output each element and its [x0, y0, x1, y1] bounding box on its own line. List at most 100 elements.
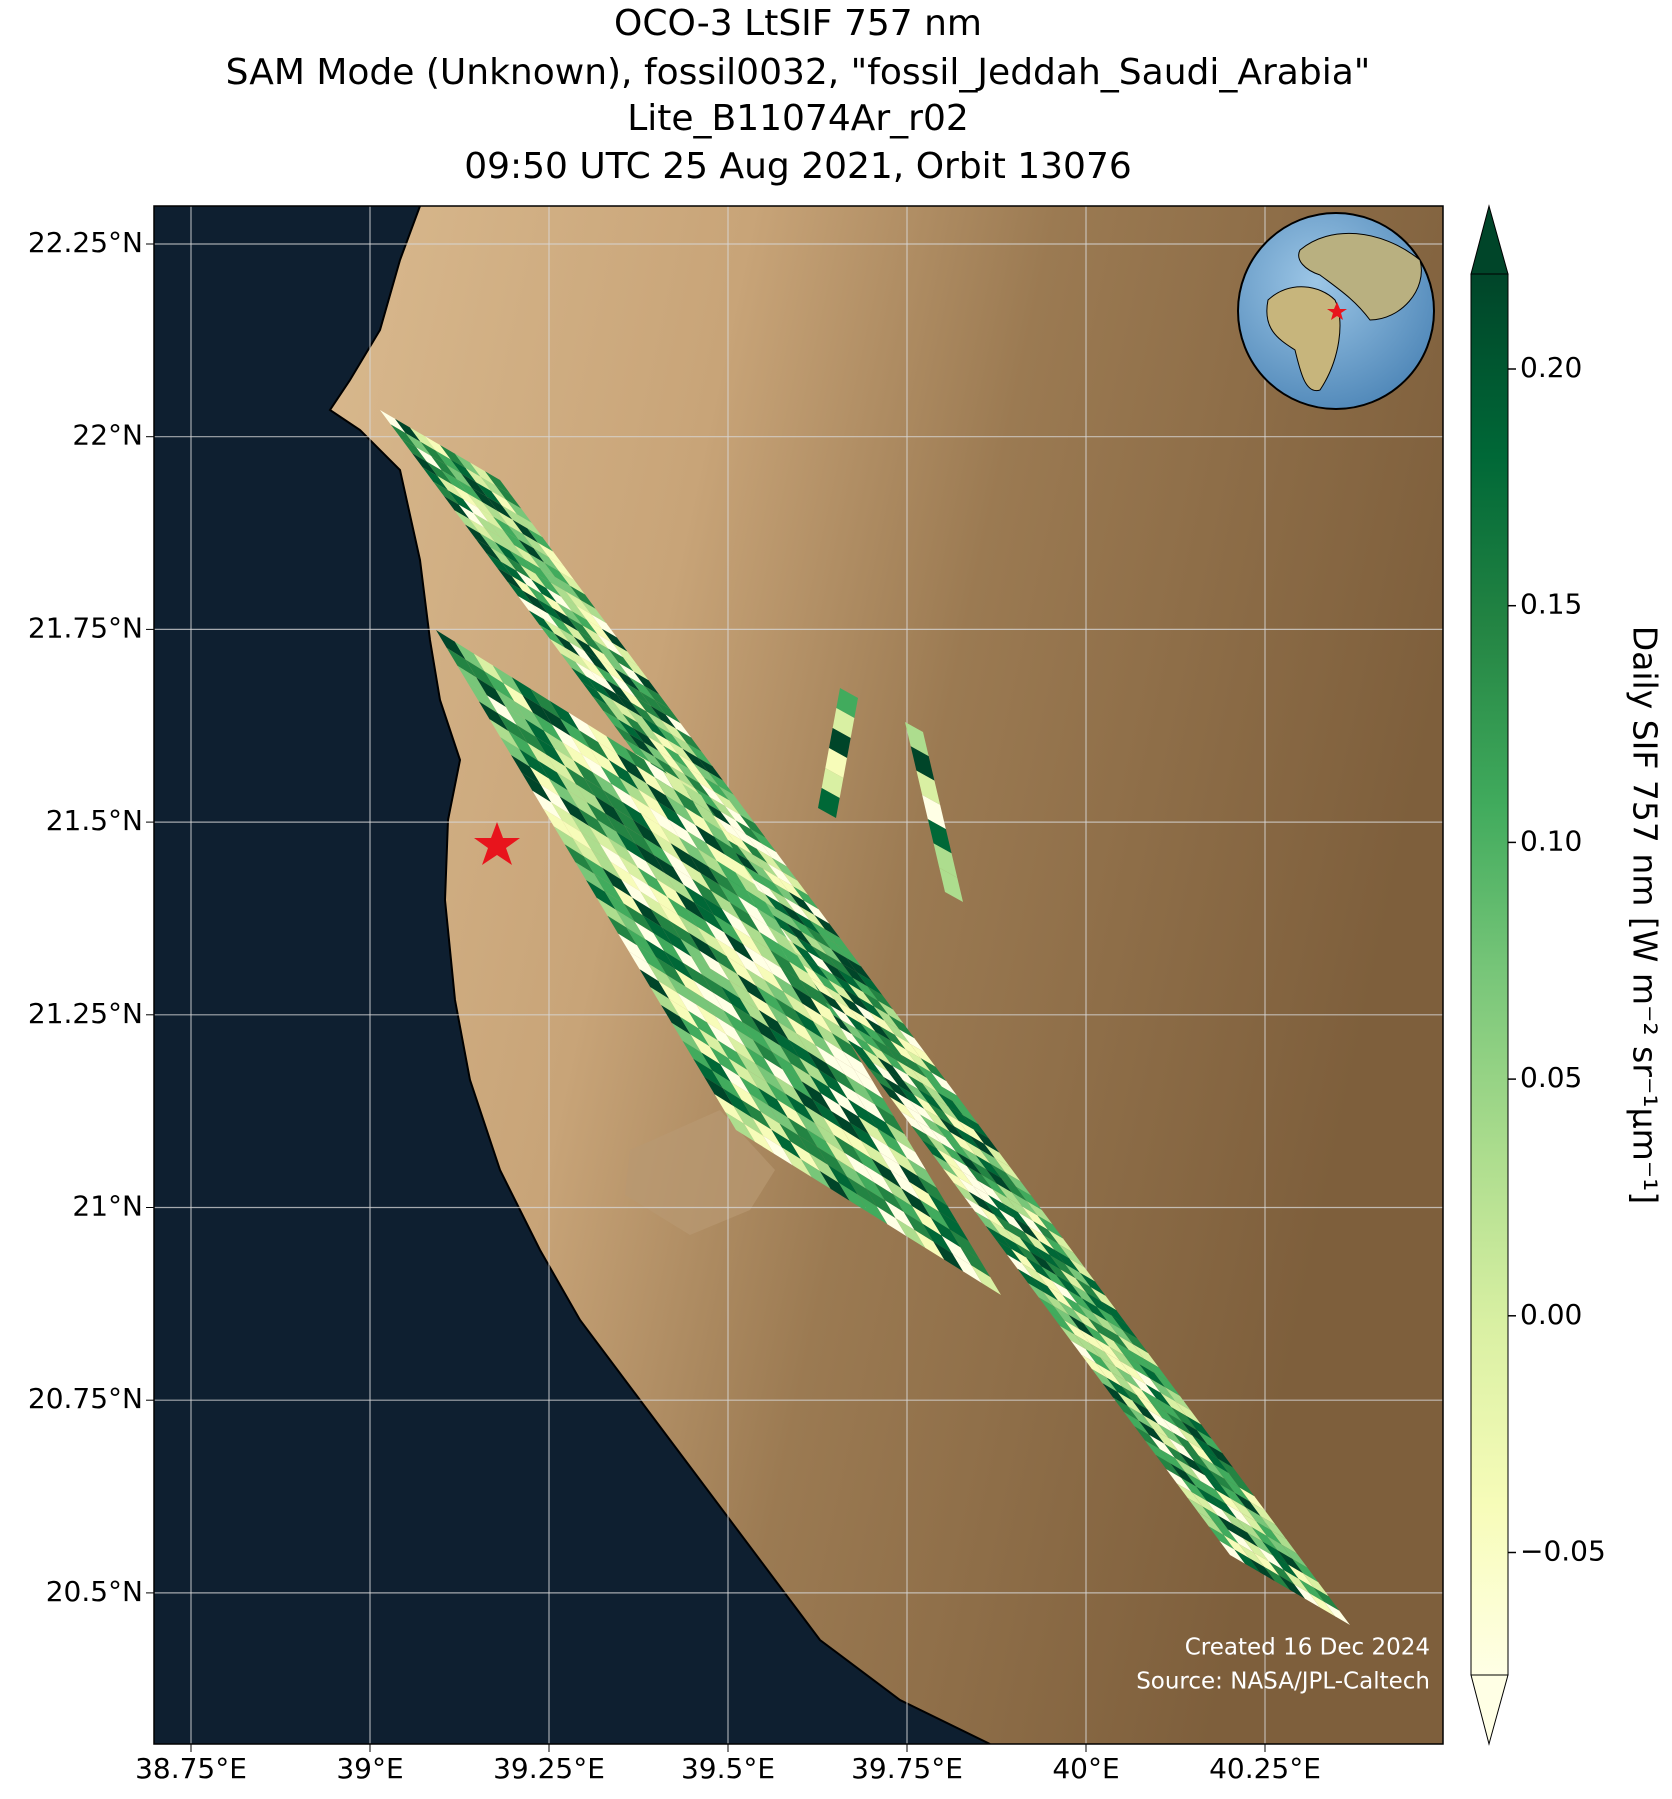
swath-cell [490, 547, 517, 571]
swath-cell [761, 843, 787, 867]
swath-cell [665, 714, 692, 738]
swath-cell [1196, 1430, 1223, 1454]
swath-cell [1056, 1275, 1082, 1299]
swath-cell [1258, 1547, 1284, 1571]
swath-cell [1064, 1320, 1090, 1344]
swath-cell [939, 1211, 969, 1242]
swath-cell [1113, 1397, 1139, 1421]
swath-cell [866, 1042, 893, 1066]
swath-cell [1220, 1484, 1246, 1508]
swath-cell [1186, 1415, 1212, 1439]
swath-cell [635, 843, 665, 874]
swath-cell [1277, 1550, 1304, 1574]
swath-cell [715, 1016, 745, 1047]
swath-cell [884, 1200, 915, 1230]
swath-cell [992, 1189, 1019, 1213]
swath-cell [672, 945, 703, 975]
swath-cell [703, 777, 730, 801]
lat-label: 21.25°N [28, 997, 143, 1030]
swath-cell [1041, 1266, 1067, 1290]
swath-cell [712, 992, 743, 1023]
swath-cell [861, 1140, 891, 1171]
credits: Created 16 Dec 2024 Source: NASA/JPL-Calt… [1136, 1635, 1430, 1695]
swath-cell [869, 1134, 899, 1165]
swath-cell [556, 602, 583, 626]
title-line: 09:50 UTC 25 Aug 2021, Orbit 13076 [464, 146, 1132, 187]
swath-cell [847, 1098, 878, 1129]
swath-cell [760, 1111, 791, 1142]
swath-cell [395, 418, 421, 442]
swath-cell [1081, 1298, 1108, 1322]
swath-cell [618, 855, 649, 886]
swath-cell [507, 581, 534, 605]
swath-cell [832, 1033, 862, 1063]
swath-cell [575, 662, 602, 686]
swath-cell [522, 590, 549, 614]
swath-cell [858, 1054, 884, 1078]
swath-cell [909, 1100, 935, 1124]
swath-cell [806, 1129, 837, 1159]
swath-cell [1047, 1286, 1074, 1310]
swath-cell [591, 850, 622, 880]
swath-cell [422, 467, 449, 491]
swath-cell [714, 791, 740, 815]
swath-cell [921, 1139, 948, 1163]
swath-cell [825, 1141, 856, 1171]
swath-cell [1175, 1458, 1201, 1482]
swath-cell [701, 1052, 731, 1083]
swath-cell [563, 622, 589, 646]
swath-cell [613, 724, 640, 748]
swath-cell [664, 873, 695, 903]
swath-cell [773, 883, 800, 907]
swath-cell [627, 771, 658, 802]
swath-cell [550, 582, 577, 606]
swath-cell [767, 1003, 797, 1034]
swath-cell [704, 998, 735, 1029]
swath-cell [503, 683, 534, 713]
swath-cell [721, 986, 751, 1017]
swath-cell [465, 524, 491, 548]
swath-cell [651, 831, 682, 862]
lat-label: 21°N [72, 1190, 143, 1223]
swath-cell [579, 730, 609, 760]
swath-cell [818, 965, 844, 989]
lon-label: 39°E [336, 1752, 403, 1785]
swath-cell [896, 1140, 926, 1170]
swath-cell [833, 1135, 864, 1165]
swath-cell [758, 1010, 789, 1040]
swath-cell [683, 962, 713, 993]
swath-cell [1011, 1192, 1038, 1216]
swath-cell [781, 928, 808, 952]
swath-cell [977, 1180, 1004, 1204]
swath-cell [568, 712, 599, 743]
swath-cell [1162, 1418, 1189, 1442]
swath-cell [746, 890, 776, 920]
swath-cell [473, 513, 500, 537]
swath-cell [880, 1026, 906, 1050]
swath-cell [771, 1129, 801, 1160]
swath-cell [1147, 1409, 1174, 1433]
swath-cell [851, 1034, 878, 1058]
swath-cell [1000, 1234, 1027, 1258]
swath-cell [898, 1164, 929, 1194]
swath-cell [712, 1070, 742, 1100]
swath-cell [890, 1040, 917, 1064]
lat-label: 20.5°N [46, 1575, 143, 1608]
swath-cell [1232, 1524, 1259, 1548]
swath-cell [1123, 1411, 1150, 1435]
swath-cell [657, 801, 688, 832]
swath-cell [586, 802, 617, 832]
swath-cell [485, 471, 511, 495]
axes-labels: 22.25°N 22°N 21.75°N 21.5°N 21.25°N 21°N 20.75… [28, 226, 1321, 1785]
swath-cell [1160, 1449, 1186, 1473]
swath-cell [510, 550, 536, 574]
title-line: Lite_B11074Ar_r02 [627, 98, 969, 139]
swath-cell [586, 880, 616, 910]
swath-cell [996, 1183, 1023, 1207]
swath-cell [1003, 1203, 1029, 1227]
swath-cell [708, 771, 734, 795]
swath-cell [1033, 1221, 1059, 1245]
swath-cell [1092, 1312, 1119, 1336]
colorbar-tick-label: 0.20 [1520, 351, 1582, 384]
swath-cell [1135, 1369, 1161, 1393]
